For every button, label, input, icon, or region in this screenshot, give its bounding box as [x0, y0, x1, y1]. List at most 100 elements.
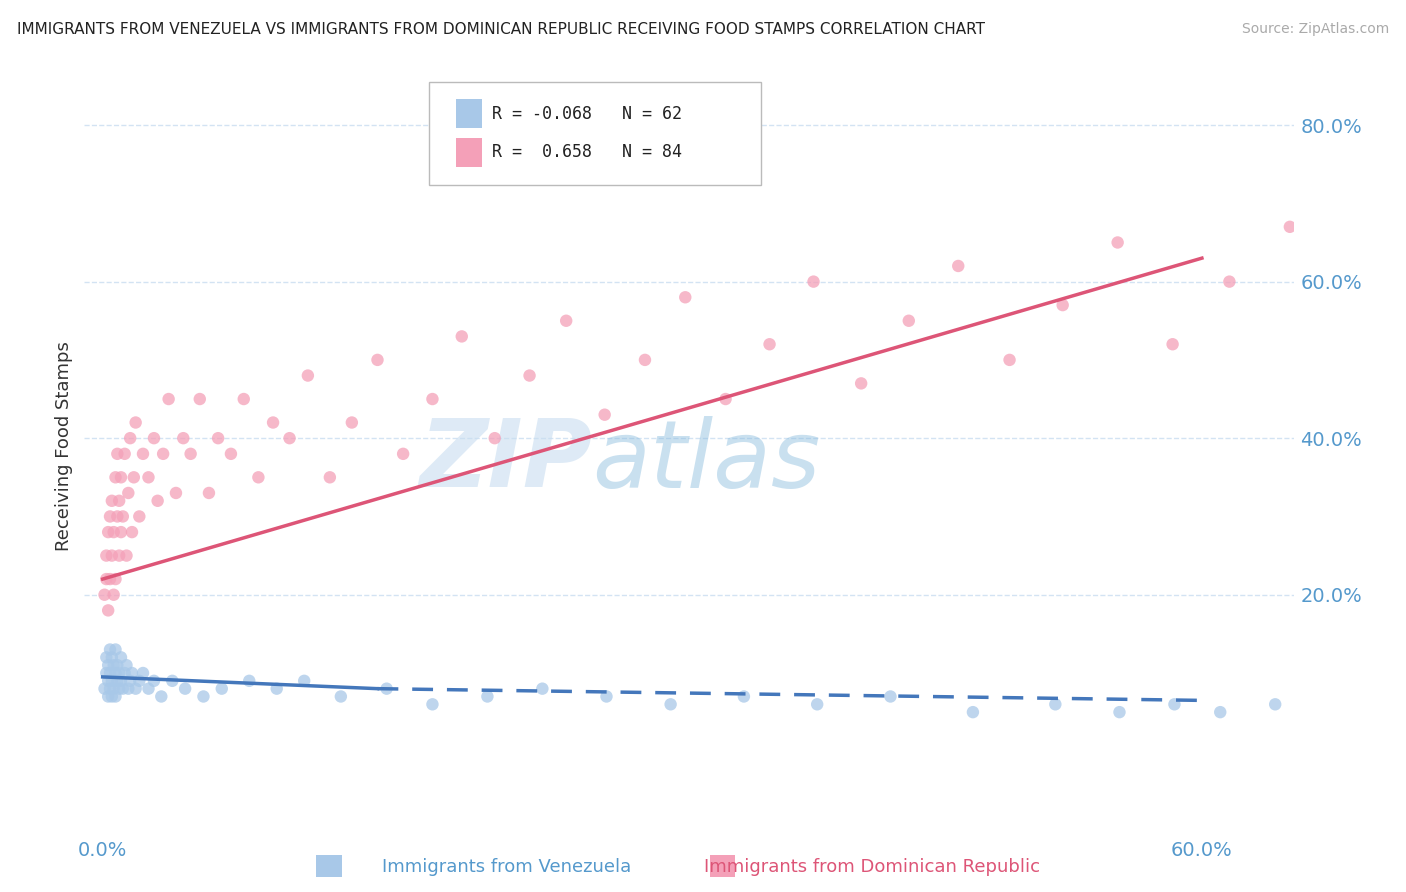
- Point: [108, 493, 131, 508]
- Point: [110, 525, 132, 540]
- Point: [232, 392, 254, 406]
- Point: [207, 431, 229, 445]
- Point: [211, 681, 233, 696]
- Point: [121, 665, 143, 680]
- Point: [96, 572, 118, 586]
- Point: [105, 658, 128, 673]
- Point: [198, 486, 221, 500]
- Point: [128, 509, 150, 524]
- Point: [1045, 698, 1067, 712]
- Point: [422, 698, 444, 712]
- Point: [998, 352, 1021, 367]
- Point: [128, 673, 150, 688]
- Point: [96, 665, 118, 680]
- Point: [93, 681, 115, 696]
- Point: [484, 431, 506, 445]
- Point: [132, 447, 155, 461]
- Point: [97, 690, 120, 704]
- Y-axis label: Receiving Food Stamps: Receiving Food Stamps: [55, 341, 73, 551]
- Point: [262, 416, 284, 430]
- Point: [174, 681, 197, 696]
- Point: [422, 392, 444, 406]
- Point: [101, 690, 124, 704]
- Point: [340, 416, 363, 430]
- Point: [104, 690, 127, 704]
- Point: [93, 588, 115, 602]
- Point: [108, 665, 131, 680]
- Point: [157, 392, 180, 406]
- Point: [1301, 705, 1323, 719]
- Point: [101, 673, 124, 688]
- Point: [948, 259, 970, 273]
- Point: [450, 329, 472, 343]
- Point: [733, 690, 755, 704]
- Bar: [456, 99, 482, 128]
- Point: [477, 690, 499, 704]
- Point: [146, 493, 169, 508]
- Point: [105, 447, 128, 461]
- Point: [238, 673, 260, 688]
- Point: [103, 681, 125, 696]
- Point: [103, 525, 125, 540]
- Point: [1163, 698, 1185, 712]
- Point: [108, 549, 131, 563]
- Point: [1108, 705, 1130, 719]
- Point: [1107, 235, 1129, 250]
- Point: [110, 470, 132, 484]
- Point: [124, 416, 146, 430]
- Point: [103, 658, 125, 673]
- Point: [104, 642, 127, 657]
- Point: [1264, 698, 1286, 712]
- Point: [531, 681, 554, 696]
- Point: [124, 681, 146, 696]
- Point: [1337, 314, 1360, 328]
- Point: [96, 650, 118, 665]
- Point: [162, 673, 184, 688]
- Point: [110, 650, 132, 665]
- Point: [120, 673, 142, 688]
- Point: [98, 681, 121, 696]
- Point: [108, 681, 131, 696]
- Point: [673, 290, 696, 304]
- Text: Immigrants from Venezuela: Immigrants from Venezuela: [381, 858, 631, 876]
- Point: [98, 572, 121, 586]
- Point: [111, 509, 134, 524]
- Text: R =  0.658   N = 84: R = 0.658 N = 84: [492, 144, 682, 161]
- Point: [714, 392, 737, 406]
- Point: [101, 650, 124, 665]
- Point: [104, 665, 127, 680]
- Point: [114, 665, 136, 680]
- Point: [117, 486, 139, 500]
- Bar: [316, 855, 342, 877]
- Point: [219, 447, 242, 461]
- Bar: [710, 855, 735, 877]
- Point: [97, 603, 120, 617]
- Point: [1218, 275, 1240, 289]
- Point: [193, 690, 215, 704]
- Point: [366, 352, 388, 367]
- Point: [150, 690, 173, 704]
- Point: [96, 549, 118, 563]
- Text: ZIP: ZIP: [419, 416, 592, 508]
- Point: [97, 673, 120, 688]
- Point: [1209, 705, 1232, 719]
- Point: [319, 470, 342, 484]
- Point: [104, 470, 127, 484]
- Point: [297, 368, 319, 383]
- Point: [180, 447, 202, 461]
- Point: [111, 681, 134, 696]
- Bar: [456, 137, 482, 167]
- Point: [121, 525, 143, 540]
- Point: [1278, 219, 1301, 234]
- Point: [634, 352, 657, 367]
- Point: [803, 275, 825, 289]
- Point: [152, 447, 174, 461]
- Point: [266, 681, 288, 696]
- Point: [962, 705, 984, 719]
- Point: [1399, 259, 1406, 273]
- Point: [114, 447, 136, 461]
- Point: [143, 431, 166, 445]
- Point: [117, 681, 139, 696]
- Point: [758, 337, 780, 351]
- Point: [105, 509, 128, 524]
